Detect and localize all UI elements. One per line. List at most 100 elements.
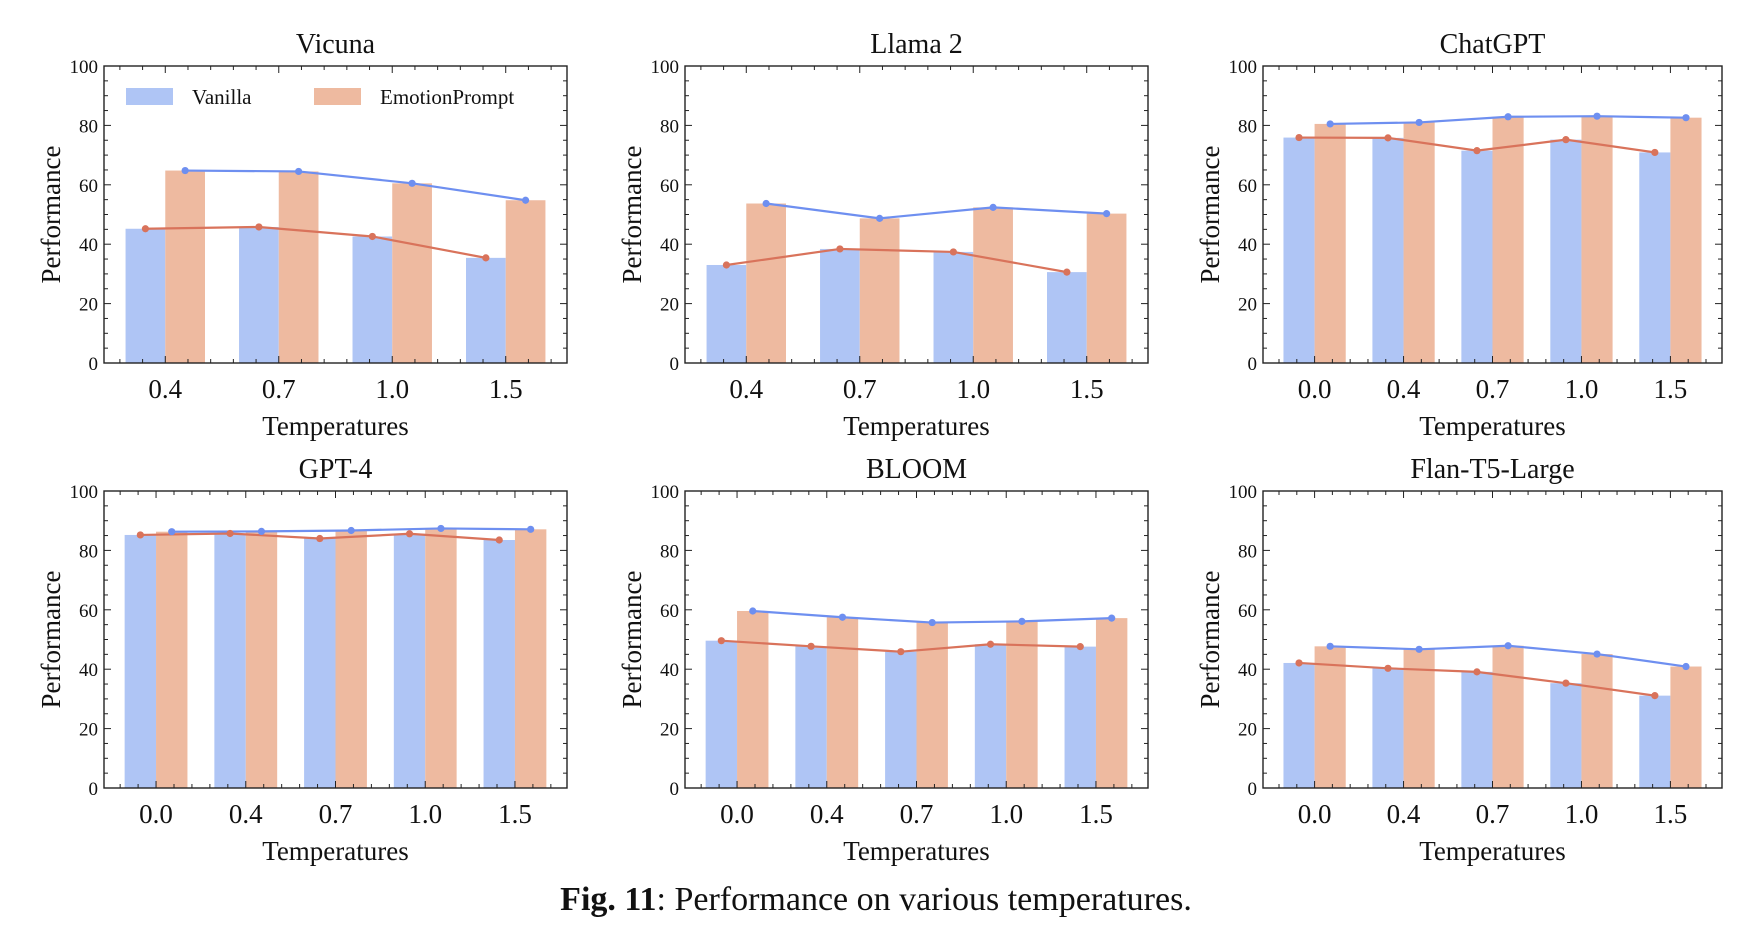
x-axis-label: Temperatures	[1419, 411, 1566, 441]
bar-emotionprompt	[514, 529, 547, 788]
point-emotionprompt	[838, 613, 847, 621]
y-tick-label: 80	[660, 541, 679, 562]
point-vanilla	[495, 536, 503, 544]
y-tick-label: 40	[660, 235, 679, 256]
x-tick-label: 0.7	[1476, 374, 1510, 404]
chart-title: Vicuna	[296, 29, 376, 60]
point-emotionprompt	[1415, 645, 1423, 653]
point-vanilla	[405, 530, 414, 538]
chart-llama-2: 0 20 40 60 80 100 0.4 0.7 1.0 1.5 Llama 2 Temperatu…	[617, 29, 1149, 441]
y-tick-label: 100	[1229, 57, 1258, 78]
x-axis-label: Temperatures	[1419, 836, 1566, 866]
x-tick-label: 1.0	[1565, 374, 1599, 404]
y-tick-label: 0	[1248, 779, 1258, 800]
x-tick-label: 1.5	[1079, 799, 1113, 829]
point-vanilla	[1651, 692, 1659, 700]
y-axis-label: Performance	[1195, 146, 1225, 284]
bar-vanilla	[820, 248, 860, 363]
bar-vanilla	[795, 646, 827, 788]
line-vanilla	[726, 247, 1068, 274]
bar-emotionprompt	[1403, 122, 1435, 364]
y-tick-label: 100	[651, 57, 680, 78]
bar-emotionprompt	[1581, 116, 1613, 364]
bar-emotionprompt	[278, 171, 319, 363]
bar-vanilla	[974, 644, 1007, 788]
bar-vanilla	[393, 533, 426, 788]
x-tick-label: 1.5	[489, 374, 523, 404]
x-axis-label: Temperatures	[262, 411, 409, 441]
legend: Vanilla EmotionPrompt	[126, 85, 514, 109]
point-emotionprompt	[749, 607, 757, 615]
line-emotionprompt	[765, 202, 1107, 220]
point-vanilla	[1384, 134, 1392, 142]
point-vanilla	[255, 223, 263, 231]
point-vanilla	[316, 534, 324, 543]
legend-label-vanilla: Vanilla	[192, 85, 252, 109]
chart-title: BLOOM	[866, 454, 967, 485]
point-emotionprompt	[408, 179, 416, 187]
figure-caption: Fig. 11: Performance on various temperat…	[560, 881, 1192, 918]
x-tick-label: 1.0	[1565, 799, 1599, 829]
legend-label-emotionprompt: EmotionPrompt	[380, 85, 514, 109]
chart-title: Flan-T5-Large	[1410, 454, 1574, 485]
point-vanilla	[226, 529, 234, 538]
x-tick-label: 0.4	[229, 799, 263, 829]
point-vanilla	[1295, 659, 1303, 667]
x-tick-label: 1.5	[1654, 799, 1688, 829]
y-tick-label: 20	[79, 295, 98, 316]
y-tick-label: 60	[79, 176, 98, 197]
point-vanilla	[986, 640, 995, 648]
point-vanilla	[368, 232, 376, 241]
bar-vanilla	[466, 257, 506, 363]
x-tick-label: 0.0	[139, 799, 173, 829]
y-tick-label: 60	[1238, 176, 1257, 197]
bar-vanilla	[125, 228, 166, 363]
point-emotionprompt	[1593, 650, 1601, 658]
point-emotionprompt	[1102, 210, 1111, 218]
x-tick-label: 0.0	[1298, 374, 1332, 404]
bar-emotionprompt	[1670, 117, 1702, 363]
x-tick-label: 1.0	[375, 374, 409, 404]
y-tick-label: 0	[89, 354, 99, 375]
bar-vanilla	[214, 533, 246, 788]
y-tick-label: 40	[1238, 660, 1257, 681]
bar-emotionprompt	[425, 528, 457, 788]
bar-emotionprompt	[1492, 645, 1524, 788]
bar-emotionprompt	[245, 531, 278, 788]
point-emotionprompt	[527, 525, 535, 533]
point-vanilla	[722, 261, 731, 269]
point-vanilla	[1384, 664, 1392, 672]
point-emotionprompt	[1415, 118, 1423, 127]
chart-vicuna: 0 20 40 60 80 100 0.4 0.7 1.0 1.5 Vicuna Temperatur…	[36, 29, 568, 441]
y-tick-label: 20	[660, 295, 679, 316]
point-vanilla	[897, 648, 905, 656]
bar-emotionprompt	[1581, 654, 1613, 788]
y-tick-label: 0	[89, 779, 99, 800]
chart-title: GPT-4	[299, 454, 373, 485]
point-emotionprompt	[347, 526, 355, 535]
y-tick-label: 0	[670, 354, 680, 375]
bar-emotionprompt	[746, 203, 786, 363]
bar-vanilla	[1550, 683, 1582, 788]
x-tick-label: 1.5	[1654, 374, 1688, 404]
bar-emotionprompt	[335, 530, 367, 788]
bar-vanilla	[239, 226, 279, 363]
y-tick-label: 60	[660, 601, 679, 622]
line-vanilla	[145, 225, 487, 259]
x-tick-label: 1.5	[1070, 374, 1104, 404]
x-tick-label: 0.7	[319, 799, 353, 829]
bar-vanilla	[1064, 646, 1096, 788]
point-emotionprompt	[928, 618, 936, 627]
x-tick-label: 0.0	[1298, 799, 1332, 829]
bar-vanilla	[933, 251, 974, 363]
bar-emotionprompt	[156, 531, 188, 788]
point-emotionprompt	[295, 167, 303, 176]
point-emotionprompt	[1018, 617, 1026, 625]
x-axis-label: Temperatures	[843, 836, 990, 866]
x-tick-label: 0.7	[843, 374, 877, 404]
bar-emotionprompt	[973, 207, 1013, 363]
y-tick-label: 40	[79, 235, 98, 256]
point-vanilla	[1562, 136, 1570, 144]
bar-emotionprompt	[1006, 621, 1038, 788]
